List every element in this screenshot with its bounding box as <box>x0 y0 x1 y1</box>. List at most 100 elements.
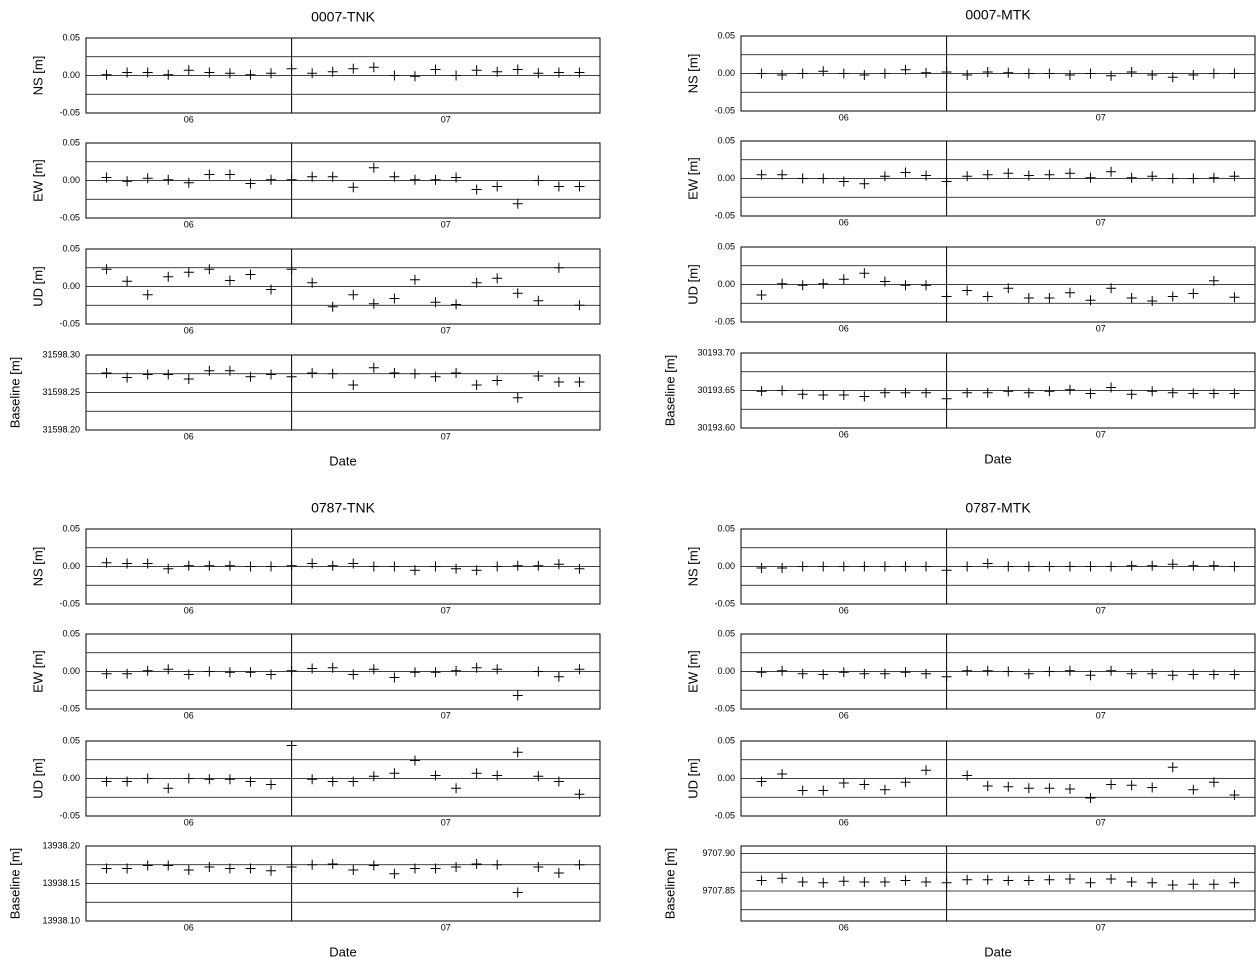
y-axis-label: UD [m] <box>30 758 45 798</box>
data-point <box>512 747 523 758</box>
data-point <box>1023 875 1034 886</box>
y-tick-label: 0.00 <box>62 175 80 185</box>
x-tick-label: 06 <box>839 323 849 333</box>
data-point <box>797 389 808 400</box>
data-point <box>163 369 174 380</box>
data-point <box>183 65 194 76</box>
data-point <box>962 874 973 885</box>
data-point <box>471 184 482 195</box>
data-point <box>533 666 544 677</box>
data-point <box>122 558 133 569</box>
data-point <box>941 291 952 302</box>
data-point <box>1147 668 1158 679</box>
x-tick-label: 07 <box>441 114 451 124</box>
data-point <box>409 71 420 82</box>
x-tick-label: 07 <box>1096 112 1106 122</box>
data-point <box>224 560 235 571</box>
data-point <box>1208 669 1219 680</box>
data-point <box>224 863 235 874</box>
data-point <box>1003 781 1014 792</box>
data-point <box>368 771 379 782</box>
x-tick-label: 07 <box>441 922 451 932</box>
data-point <box>553 671 564 682</box>
data-point <box>327 66 338 77</box>
data-point <box>900 777 911 788</box>
data-point <box>879 276 890 287</box>
data-point <box>307 859 318 870</box>
data-point <box>756 169 767 180</box>
data-point <box>451 862 462 872</box>
data-point <box>1167 559 1178 570</box>
data-point <box>1085 561 1096 572</box>
data-point <box>163 563 174 574</box>
data-point <box>1229 68 1240 79</box>
data-point <box>1044 68 1055 79</box>
data-point <box>512 690 523 701</box>
data-point <box>183 177 194 188</box>
data-point <box>163 664 174 675</box>
y-axis-label: EW [m] <box>685 157 700 200</box>
data-point <box>777 665 788 676</box>
data-point <box>756 386 767 397</box>
data-point <box>1003 283 1014 294</box>
x-axis-label: Date <box>329 453 356 468</box>
data-point <box>1126 389 1137 400</box>
data-point <box>492 273 503 284</box>
data-point <box>574 181 585 192</box>
data-point <box>266 779 277 790</box>
data-point <box>1023 170 1034 181</box>
data-point <box>409 274 420 285</box>
data-point <box>245 776 256 787</box>
y-tick-label: 0.00 <box>717 173 735 183</box>
data-point <box>818 66 829 77</box>
data-point <box>327 776 338 787</box>
data-point <box>368 162 379 173</box>
data-point <box>245 863 256 874</box>
y-axis-label: Baseline [m] <box>7 848 22 920</box>
y-tick-label: -0.05 <box>714 210 735 220</box>
x-tick-label: 06 <box>839 112 849 122</box>
data-point <box>777 873 788 884</box>
data-point <box>533 560 544 571</box>
data-point <box>879 171 890 182</box>
y-tick-label: 0.05 <box>62 243 80 253</box>
data-point <box>1023 387 1034 398</box>
y-tick-label: 13938.10 <box>42 915 80 925</box>
data-point <box>921 765 932 776</box>
data-point <box>1229 669 1240 680</box>
data-point <box>327 560 338 571</box>
data-point <box>1126 877 1137 887</box>
y-axis-label: NS [m] <box>685 547 700 587</box>
data-point <box>142 665 153 676</box>
data-point <box>389 293 400 304</box>
data-point <box>1126 67 1137 77</box>
data-point <box>1003 386 1014 397</box>
data-point <box>553 868 564 878</box>
x-tick-label: 07 <box>1096 605 1106 615</box>
data-point <box>1085 295 1096 306</box>
data-point <box>512 288 523 299</box>
data-point <box>430 64 441 75</box>
y-axis-label: Baseline [m] <box>662 355 677 427</box>
data-point <box>879 784 890 795</box>
data-point <box>204 264 215 275</box>
data-point <box>101 69 112 80</box>
data-point <box>756 875 767 886</box>
x-tick-label: 06 <box>839 817 849 827</box>
data-point <box>533 175 544 186</box>
x-tick-label: 07 <box>441 710 451 720</box>
data-point <box>101 368 112 378</box>
data-point <box>389 768 400 779</box>
y-tick-label: 0.00 <box>62 561 80 571</box>
data-point <box>818 561 829 572</box>
data-point <box>574 789 585 800</box>
x-tick-label: 06 <box>184 325 194 335</box>
data-point <box>838 68 849 79</box>
data-point <box>471 565 482 576</box>
data-point <box>101 264 112 275</box>
data-point <box>777 169 788 180</box>
data-point <box>879 668 890 679</box>
data-point <box>1003 875 1014 886</box>
data-point <box>245 178 256 189</box>
data-point <box>183 669 194 680</box>
